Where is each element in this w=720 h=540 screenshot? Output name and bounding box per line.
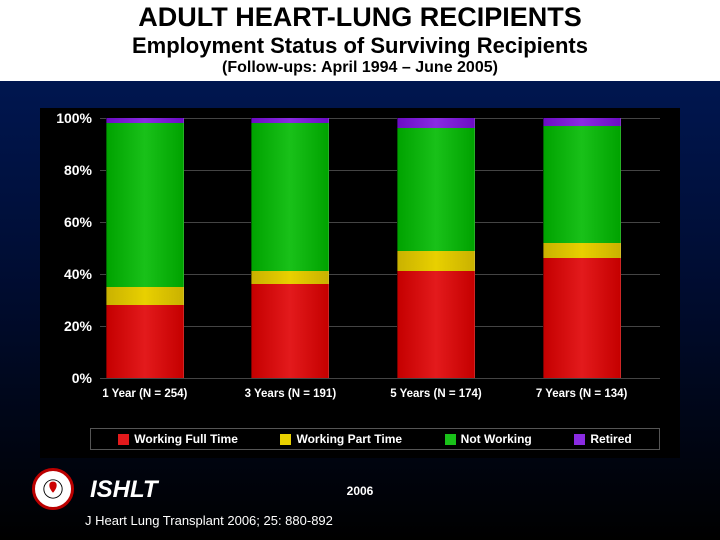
y-tick-label: 60% [64, 214, 100, 230]
chart-area: 0%20%40%60%80%100%1 Year (N = 254)3 Year… [40, 108, 680, 458]
legend-item: Working Full Time [118, 432, 238, 446]
legend-label: Working Full Time [134, 432, 238, 446]
bar-segment [251, 123, 329, 271]
bar-segment [251, 118, 329, 123]
legend-item: Not Working [445, 432, 532, 446]
year-label: 2006 [347, 484, 374, 498]
bar-segment [106, 305, 184, 378]
x-tick-label: 5 Years (N = 174) [361, 388, 511, 400]
citation: J Heart Lung Transplant 2006; 25: 880-89… [85, 513, 333, 528]
gridline [100, 378, 660, 379]
legend-label: Not Working [461, 432, 532, 446]
ishlt-logo-icon [32, 468, 74, 510]
bar-segment [106, 123, 184, 287]
y-tick-label: 100% [56, 110, 100, 126]
bar: 1 Year (N = 254) [106, 118, 184, 378]
bar-segment [397, 128, 475, 250]
title-line1: ADULT HEART-LUNG RECIPIENTS [0, 0, 720, 33]
bar: 3 Years (N = 191) [251, 118, 329, 378]
legend-item: Retired [574, 432, 631, 446]
legend-swatch-icon [118, 434, 129, 445]
bar-segment [251, 284, 329, 378]
legend: Working Full Time Working Part Time Not Wo… [90, 428, 660, 450]
bar-segment [543, 258, 621, 378]
legend-item: Working Part Time [280, 432, 402, 446]
y-tick-label: 80% [64, 162, 100, 178]
bar-segment [397, 251, 475, 272]
x-tick-label: 7 Years (N = 134) [507, 388, 657, 400]
title-line2: Employment Status of Surviving Recipient… [0, 33, 720, 59]
y-tick-label: 40% [64, 266, 100, 282]
y-tick-label: 0% [72, 370, 100, 386]
bar-segment [106, 287, 184, 305]
bar-segment [106, 118, 184, 123]
bar-segment [397, 118, 475, 128]
plot-area: 0%20%40%60%80%100%1 Year (N = 254)3 Year… [100, 118, 660, 378]
bar: 7 Years (N = 134) [543, 118, 621, 378]
legend-swatch-icon [574, 434, 585, 445]
bar-segment [543, 243, 621, 259]
legend-label: Working Part Time [296, 432, 402, 446]
org-label: ISHLT [90, 476, 158, 504]
legend-label: Retired [590, 432, 631, 446]
x-tick-label: 1 Year (N = 254) [70, 388, 220, 400]
x-tick-label: 3 Years (N = 191) [215, 388, 365, 400]
bar: 5 Years (N = 174) [397, 118, 475, 378]
bar-segment [543, 118, 621, 126]
y-tick-label: 20% [64, 318, 100, 334]
title-line3: (Follow-ups: April 1994 – June 2005) [0, 59, 720, 81]
legend-swatch-icon [445, 434, 456, 445]
bar-segment [251, 271, 329, 284]
bar-segment [397, 271, 475, 378]
legend-swatch-icon [280, 434, 291, 445]
bar-segment [543, 126, 621, 243]
